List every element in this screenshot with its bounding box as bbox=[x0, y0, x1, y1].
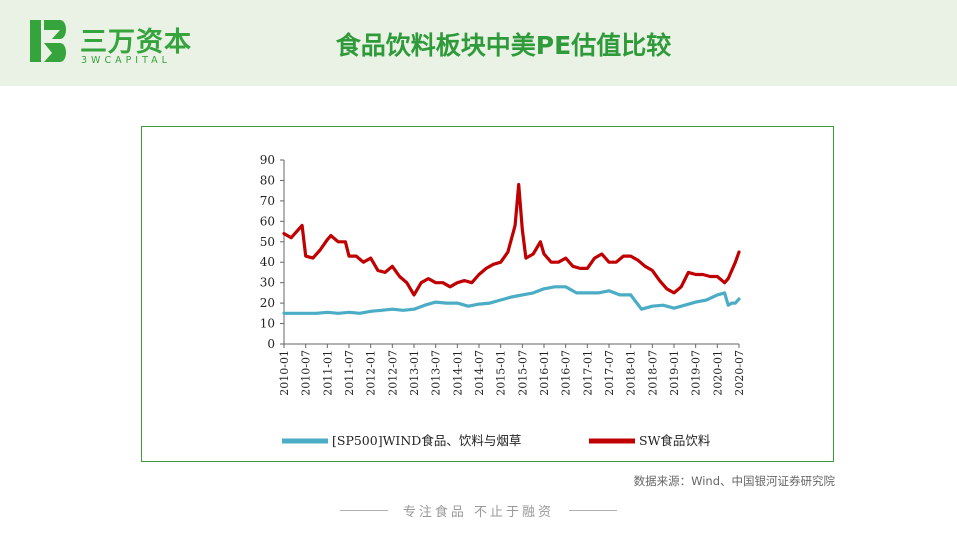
y-tick-label: 30 bbox=[260, 276, 275, 290]
x-tick-label: 2011-01 bbox=[321, 350, 334, 396]
x-tick-label: 2017-07 bbox=[603, 350, 616, 396]
footer-line-left bbox=[339, 510, 388, 511]
data-source-note: 数据来源：Wind、中国银河证券研究院 bbox=[633, 474, 835, 488]
brand-logo[interactable]: 三万资本 3WCAPITAL bbox=[30, 18, 200, 70]
x-tick-label: 2013-01 bbox=[408, 350, 421, 396]
x-tick-label: 2019-07 bbox=[690, 350, 703, 396]
y-tick-label: 80 bbox=[260, 173, 275, 187]
x-tick-label: 2020-01 bbox=[711, 350, 724, 396]
series-line-sp500-food bbox=[282, 285, 741, 315]
y-tick-label: 60 bbox=[260, 214, 275, 228]
y-tick-label: 20 bbox=[260, 296, 275, 310]
x-tick-label: 2011-07 bbox=[343, 350, 356, 396]
legend-label: SW食品饮料 bbox=[639, 433, 711, 448]
x-tick-label: 2013-07 bbox=[430, 350, 443, 396]
brand-name-en: 3WCAPITAL bbox=[81, 55, 171, 66]
y-tick-label: 40 bbox=[260, 255, 275, 269]
x-tick-label: 2010-01 bbox=[278, 350, 291, 396]
x-tick-label: 2015-01 bbox=[495, 350, 508, 396]
x-tick-label: 2017-01 bbox=[581, 350, 594, 396]
x-tick-label: 2016-01 bbox=[538, 350, 551, 396]
x-tick-label: 2012-07 bbox=[386, 350, 399, 396]
x-tick-label: 2010-07 bbox=[300, 350, 313, 396]
series-line-sw-food bbox=[282, 182, 741, 297]
page-title: 食品饮料板块中美PE估值比较 bbox=[335, 31, 672, 60]
chart-frame: 0 10 20 30 40 50 60 70 80 90 2010-01 2010-07 2011-01… bbox=[141, 126, 834, 462]
y-tick-label: 70 bbox=[260, 194, 275, 208]
x-tick-label: 2014-07 bbox=[473, 350, 486, 396]
pe-comparison-chart: 0 10 20 30 40 50 60 70 80 90 2010-01 2010-07 2011-01… bbox=[260, 153, 746, 448]
footer-slogan: 专注食品 不止于融资 bbox=[0, 500, 957, 520]
x-tick-label: 2019-01 bbox=[668, 350, 681, 396]
x-tick-label: 2020-07 bbox=[733, 350, 746, 396]
x-tick-label: 2016-07 bbox=[560, 350, 573, 396]
y-tick-label: 50 bbox=[260, 235, 275, 249]
x-tick-label: 2018-07 bbox=[646, 350, 659, 396]
x-tick-label: 2012-01 bbox=[365, 350, 378, 396]
slogan-text: 专注食品 不止于融资 bbox=[402, 505, 555, 520]
legend-label: [SP500]WIND食品、饮料与烟草 bbox=[332, 433, 521, 448]
brand-name-cn: 三万资本 bbox=[80, 27, 192, 58]
x-tick-label: 2015-07 bbox=[516, 350, 529, 396]
x-tick-label: 2018-01 bbox=[625, 350, 638, 396]
y-tick-label: 90 bbox=[260, 153, 275, 167]
logo-mark-icon bbox=[30, 20, 66, 62]
y-tick-label: 10 bbox=[260, 317, 275, 331]
footer-line-right bbox=[569, 510, 618, 511]
header-band: 三万资本 3WCAPITAL 食品饮料板块中美PE估值比较 bbox=[0, 0, 957, 86]
y-tick-label: 0 bbox=[267, 337, 275, 351]
x-tick-label: 2014-01 bbox=[451, 350, 464, 396]
